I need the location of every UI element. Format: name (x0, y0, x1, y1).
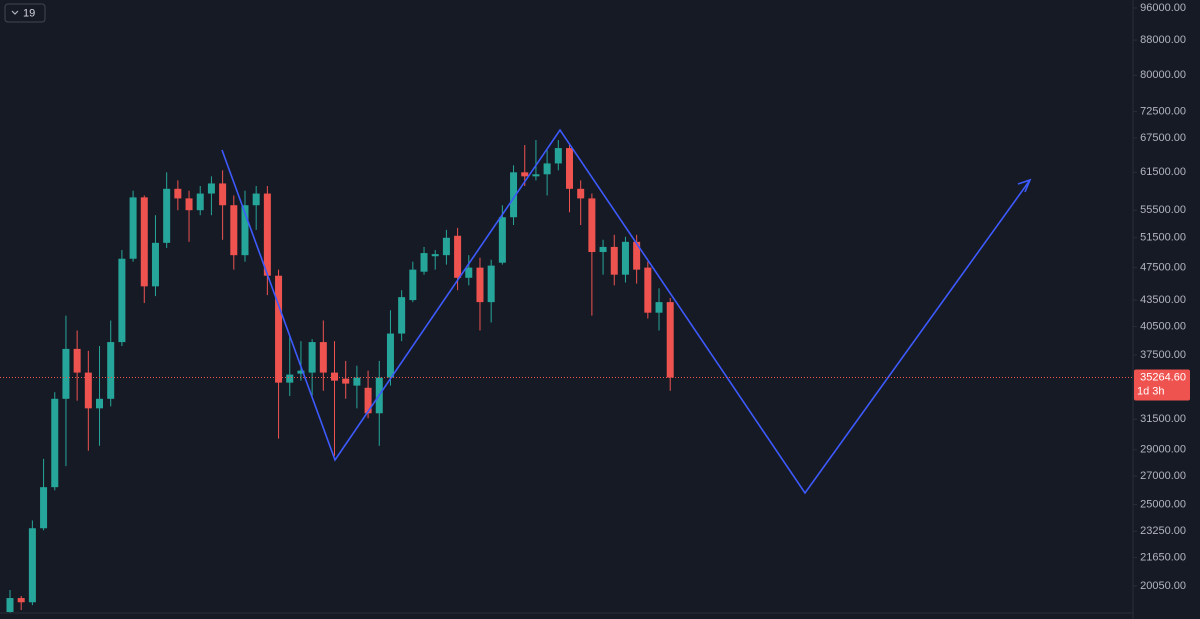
y-tick-label: 25000.00 (1140, 498, 1186, 510)
y-tick-label: 20050.00 (1140, 580, 1186, 592)
y-tick-label: 80000.00 (1140, 69, 1186, 81)
plot-area (6, 139, 674, 613)
y-tick-label: 43500.00 (1140, 294, 1186, 306)
candle-body (666, 302, 674, 378)
candle-body (297, 370, 305, 374)
candle-body (465, 267, 473, 278)
chevron-icon (11, 10, 19, 15)
candle-body (84, 372, 92, 409)
candle-body (308, 342, 316, 373)
y-tick-label: 40500.00 (1140, 320, 1186, 332)
y-tick-label: 67500.00 (1140, 132, 1186, 144)
candle-body (621, 241, 629, 275)
y-tick-label: 27000.00 (1140, 470, 1186, 482)
candle-body (51, 398, 59, 488)
candle-body (174, 188, 182, 199)
candle-body (386, 333, 394, 378)
arrow-head (1017, 178, 1032, 193)
candle-body (185, 198, 193, 211)
candle-body (398, 297, 406, 334)
candle-body (644, 267, 652, 313)
candle-body (588, 198, 596, 253)
y-tick-label: 88000.00 (1140, 34, 1186, 46)
candle-body (263, 193, 271, 276)
candle-body (17, 598, 25, 603)
candle-body (241, 205, 249, 256)
y-tick-label: 72500.00 (1140, 105, 1186, 117)
candle-body (364, 387, 372, 414)
interval-button[interactable]: 19 (4, 3, 46, 23)
candle-body (554, 148, 562, 164)
y-tick-label: 51500.00 (1140, 232, 1186, 244)
candle-body (655, 302, 663, 313)
candle-body (40, 487, 48, 529)
y-tick-label: 55500.00 (1140, 204, 1186, 216)
y-tick-label: 96000.00 (1140, 2, 1186, 14)
candle-body (510, 172, 518, 218)
candle-body (442, 237, 450, 256)
y-tick-label: 31500.00 (1140, 413, 1186, 425)
candle-body (409, 269, 417, 301)
candle-body (62, 348, 70, 399)
candle-body (487, 265, 495, 303)
candle-body (219, 183, 227, 206)
candle-body (275, 275, 283, 383)
interval-label: 19 (23, 7, 35, 19)
candle-body (196, 193, 204, 211)
candle-body (163, 188, 171, 243)
candle-body (543, 163, 551, 175)
candle-body (6, 598, 14, 613)
y-tick-label: 47500.00 (1140, 262, 1186, 274)
candle-body (118, 258, 126, 343)
candle-body (610, 246, 618, 275)
candle-body (342, 378, 350, 384)
candle-body (319, 342, 327, 373)
candle-body (599, 246, 607, 253)
candle-body (230, 205, 238, 256)
candle-body (577, 188, 585, 199)
candle-body (454, 235, 462, 278)
zigzag-drawing (221, 128, 1031, 495)
y-tick-label: 37500.00 (1140, 349, 1186, 361)
candle-body (129, 197, 137, 259)
candle-body (521, 172, 529, 177)
y-tick-label: 23250.00 (1140, 525, 1186, 537)
candle-body (107, 342, 115, 399)
y-tick-label: 61500.00 (1140, 166, 1186, 178)
candle-body (532, 174, 540, 177)
candle-body (566, 148, 573, 189)
countdown-label: 1d 3h (1137, 385, 1165, 397)
candle-body (476, 267, 484, 303)
candle-body (431, 254, 439, 257)
candle-body (73, 348, 81, 373)
candle-body (286, 374, 294, 383)
last-price-label: 35264.60 (1140, 371, 1186, 383)
candle-body (498, 217, 506, 263)
y-tick-label: 29000.00 (1140, 444, 1186, 456)
last-price-box (1134, 369, 1190, 401)
interval-button-box[interactable] (4, 3, 46, 23)
candle-body (331, 372, 339, 381)
y-tick-label: 21650.00 (1140, 551, 1186, 563)
candle-body (207, 183, 215, 194)
candle-body (353, 377, 361, 386)
candle-body (252, 193, 260, 206)
candle-body (151, 242, 159, 287)
candle-body (28, 528, 36, 603)
candle-body (420, 253, 428, 272)
candle-body (140, 197, 148, 287)
candle-body (633, 241, 641, 270)
candle-body (96, 398, 104, 409)
